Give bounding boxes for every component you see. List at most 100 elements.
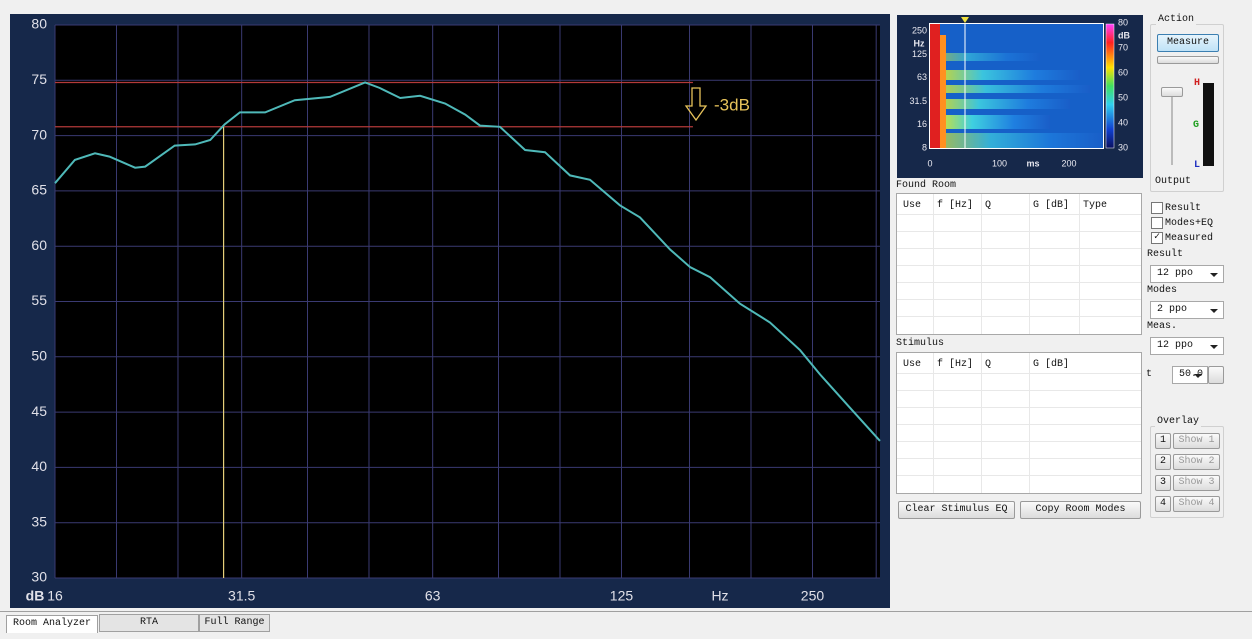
t-input[interactable]: 50.0 xyxy=(1172,366,1208,384)
table-row-line xyxy=(897,373,1141,374)
table-row-line xyxy=(897,299,1141,300)
column-separator xyxy=(981,194,982,334)
progress-bar xyxy=(1157,56,1219,64)
table-row-line xyxy=(897,248,1141,249)
column-header: Q xyxy=(985,200,992,211)
y-tick-label: 55 xyxy=(31,292,47,308)
column-separator xyxy=(933,353,934,493)
spectrogram-border xyxy=(929,23,1104,149)
table-row-line xyxy=(897,407,1141,408)
checkbox-label: Modes+EQ xyxy=(1165,218,1214,229)
output-slider[interactable] xyxy=(1161,87,1183,97)
level-meter xyxy=(1203,83,1214,166)
scale-label: 80 xyxy=(1118,17,1128,27)
y-tick-label: 30 xyxy=(31,569,47,585)
y-tick-label: 65 xyxy=(31,182,47,198)
overlay-title: Overlay xyxy=(1155,416,1202,427)
spectrogram-bands xyxy=(930,24,1103,148)
spectrogram-y-label: 16 xyxy=(917,119,927,129)
table-row-line xyxy=(897,282,1141,283)
checkbox[interactable] xyxy=(1151,217,1163,229)
spectrogram: Hz ms dB 250 125 63 31.5 16 80 100 200 80 70 60 50 4… xyxy=(897,15,1143,178)
overlay-number[interactable]: 2 xyxy=(1155,454,1171,470)
scale-label: 50 xyxy=(1118,92,1128,102)
column-header: Use xyxy=(903,200,922,211)
copy-modes-button[interactable]: Copy Room Modes xyxy=(1020,501,1141,519)
meter-l: L xyxy=(1194,160,1201,171)
x-unit: Hz xyxy=(711,588,728,604)
overlay-number[interactable]: 1 xyxy=(1155,433,1171,449)
select[interactable]: 12 ppo xyxy=(1150,265,1224,283)
checkbox-label: Result xyxy=(1165,203,1202,214)
clear-stimulus-button[interactable]: Clear Stimulus EQ xyxy=(898,501,1015,519)
output-label: Output xyxy=(1155,176,1192,187)
spectrogram-x-unit: ms xyxy=(1026,158,1039,168)
table-row-line xyxy=(897,475,1141,476)
spectrogram-y-label: 63 xyxy=(917,72,927,82)
meter-h: H xyxy=(1194,78,1201,89)
overlay-show[interactable]: Show 4 xyxy=(1173,496,1220,512)
overlay-number[interactable]: 3 xyxy=(1155,475,1171,491)
table-row-line xyxy=(897,316,1141,317)
column-separator xyxy=(1029,194,1030,334)
spectrogram-y-unit: Hz xyxy=(914,38,925,48)
slider-track xyxy=(1171,90,1173,165)
checkbox-label: Measured xyxy=(1165,233,1214,244)
select[interactable]: 2 ppo xyxy=(1150,301,1224,319)
annotation: -3dB xyxy=(714,95,750,114)
table-row-line xyxy=(897,458,1141,459)
column-header: Use xyxy=(903,359,922,370)
column-separator xyxy=(1079,194,1080,334)
x-tick-label: 31.5 xyxy=(228,588,255,604)
overlay-number[interactable]: 4 xyxy=(1155,496,1171,512)
annotation-arrow xyxy=(684,87,708,122)
meter-g: G xyxy=(1193,120,1200,131)
x-tick-label: 125 xyxy=(610,588,634,604)
time-marker[interactable] xyxy=(961,17,969,23)
y-tick-label: 35 xyxy=(31,513,47,529)
t-spinner[interactable] xyxy=(1208,366,1224,384)
column-header: Q xyxy=(985,359,992,370)
table-row-line xyxy=(897,424,1141,425)
y-tick-label: 50 xyxy=(31,348,47,364)
overlay-show[interactable]: Show 2 xyxy=(1173,454,1220,470)
x-tick-label: 250 xyxy=(801,588,825,604)
spectrogram-y-label: 125 xyxy=(912,49,927,59)
tab-room-analyzer[interactable]: Room Analyzer xyxy=(6,615,98,633)
column-separator xyxy=(981,353,982,493)
scale-label: 60 xyxy=(1118,67,1128,77)
scale-label: 70 xyxy=(1118,42,1128,52)
measure-button[interactable]: Measure xyxy=(1157,34,1219,52)
x-tick-label: 16 xyxy=(47,588,63,604)
spectrogram-y-label: 31.5 xyxy=(909,96,927,106)
select-label: Meas. xyxy=(1147,321,1178,332)
column-separator xyxy=(933,194,934,334)
table-row-line xyxy=(897,214,1141,215)
select-label: Result xyxy=(1147,249,1184,260)
select[interactable]: 12 ppo xyxy=(1150,337,1224,355)
stimulus-title: Stimulus xyxy=(896,338,945,349)
scale-unit: dB xyxy=(1118,30,1130,40)
checkbox[interactable] xyxy=(1151,202,1163,214)
y-tick-label: 75 xyxy=(31,71,47,87)
spectrogram-y-label: 8 xyxy=(922,142,927,152)
scale-label: 30 xyxy=(1118,142,1128,152)
table-row-line xyxy=(897,265,1141,266)
column-header: G [dB] xyxy=(1033,359,1070,370)
spectrogram-y-label: 250 xyxy=(912,25,927,35)
column-header: f [Hz] xyxy=(937,359,974,370)
checkbox[interactable]: ✓ xyxy=(1151,232,1163,244)
column-header: f [Hz] xyxy=(937,200,974,211)
stimulus-table: Use f [Hz] Q G [dB] xyxy=(896,352,1142,494)
spectrogram-x-label: 100 xyxy=(992,158,1007,168)
y-tick-label: 40 xyxy=(31,458,47,474)
spectrogram-x-label: 200 xyxy=(1061,158,1076,168)
column-header: G [dB] xyxy=(1033,200,1070,211)
tab-line xyxy=(0,611,1252,612)
tab-full-range[interactable]: Full Range xyxy=(199,614,270,632)
overlay-show[interactable]: Show 1 xyxy=(1173,433,1220,449)
table-row-line xyxy=(897,231,1141,232)
overlay-show[interactable]: Show 3 xyxy=(1173,475,1220,491)
tab-rta[interactable]: RTA xyxy=(99,614,199,632)
